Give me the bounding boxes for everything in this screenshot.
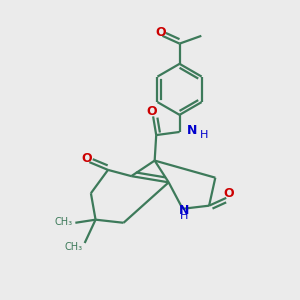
Text: O: O: [82, 152, 92, 165]
Text: O: O: [155, 26, 166, 39]
Text: N: N: [187, 124, 198, 137]
Text: H: H: [200, 130, 208, 140]
Text: O: O: [224, 188, 234, 200]
Text: O: O: [147, 105, 158, 118]
Text: H: H: [180, 211, 188, 220]
Text: CH₃: CH₃: [55, 217, 73, 227]
Text: CH₃: CH₃: [65, 242, 83, 252]
Text: N: N: [179, 203, 189, 217]
